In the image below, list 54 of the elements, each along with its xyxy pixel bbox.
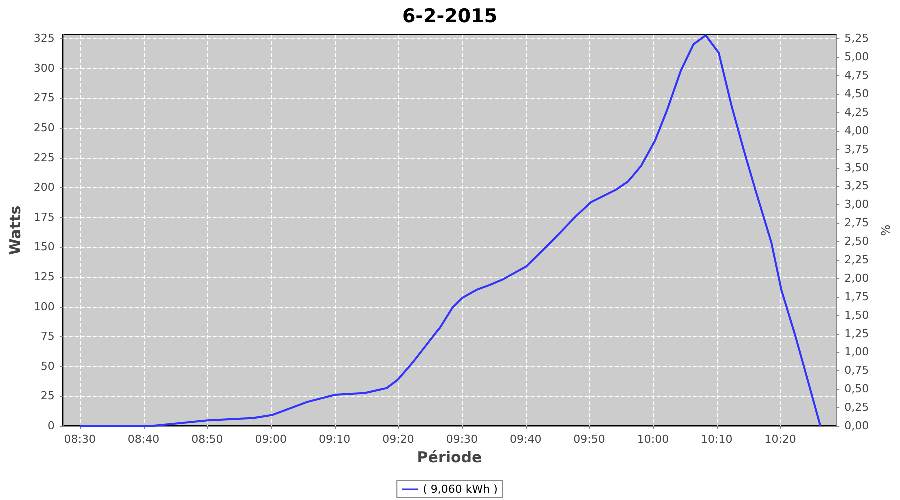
y2-tick-label: 2,75: [844, 216, 870, 230]
y-tick-label: 275: [34, 92, 55, 105]
x-tick-label: 10:10: [701, 433, 733, 446]
chart-title: 6-2-2015: [402, 6, 498, 28]
x-tick-label: 09:50: [574, 433, 606, 446]
y-tick-label: 50: [40, 360, 55, 373]
y2-tick-label: 4,00: [844, 124, 870, 138]
y2-tick-label: 0,50: [844, 382, 870, 396]
y2-tick-label: 1,25: [844, 327, 870, 340]
x-tick-label: 08:30: [64, 433, 96, 446]
y-tick-label: 200: [34, 181, 55, 194]
y-tick-label: 125: [34, 270, 55, 284]
y2-tick-label: 5,25: [844, 32, 870, 46]
y-tick-label: 225: [34, 151, 55, 164]
y-tick-label: 325: [34, 32, 55, 46]
y2-tick-label: 3,00: [844, 198, 870, 212]
line-series: [79, 34, 822, 427]
y2-axis-title: %: [879, 224, 893, 236]
y-tick-label: 0: [48, 420, 55, 432]
x-tick-label: 09:30: [446, 433, 478, 446]
y2-tick-label: 4,75: [844, 69, 870, 82]
x-tick-label: 09:20: [382, 433, 414, 446]
y2-tick-label: 0,25: [844, 401, 870, 414]
x-axis-title: Période: [417, 448, 482, 466]
x-tick-label: 09:40: [510, 433, 542, 446]
y2-tick-label: 1,00: [844, 346, 870, 359]
x-tick-label: 09:10: [318, 433, 351, 446]
x-tick-label: 10:20: [764, 433, 796, 446]
y-tick-label: 300: [34, 62, 55, 75]
x-tick-label: 08:50: [192, 433, 224, 446]
y-tick-label: 25: [40, 390, 55, 403]
x-tick-label: 09:00: [255, 433, 287, 446]
y-tick-label: 175: [34, 210, 55, 224]
y2-tick-label: 1,50: [844, 308, 870, 322]
y-tick-label: 250: [34, 121, 55, 134]
y-axis-title: Watts: [6, 206, 24, 256]
y2-tick-label: 3,75: [844, 142, 870, 156]
y2-tick-label: 3,25: [844, 180, 870, 193]
y2-tick-label: 4,25: [844, 106, 870, 119]
y2-tick-label: 1,75: [844, 290, 870, 304]
y2-tick-label: 2,25: [844, 254, 870, 267]
legend-label: ( 9,060 kWh ): [423, 483, 498, 496]
x-tick-label: 08:40: [128, 433, 160, 446]
y2-tick-label: 3,50: [844, 161, 870, 174]
x-tick-label: 10:00: [637, 433, 670, 446]
y-tick-label: 150: [34, 240, 55, 254]
y2-tick-label: 4,50: [844, 88, 870, 101]
y2-tick-label: 0,75: [844, 364, 870, 378]
y-tick-label: 100: [34, 300, 55, 314]
y2-tick-label: 0,00: [844, 420, 870, 432]
y-tick-label: 75: [40, 330, 55, 344]
y2-tick-label: 2,00: [844, 272, 870, 285]
y2-tick-label: 2,50: [844, 235, 870, 248]
y2-tick-label: 5,00: [844, 50, 870, 64]
